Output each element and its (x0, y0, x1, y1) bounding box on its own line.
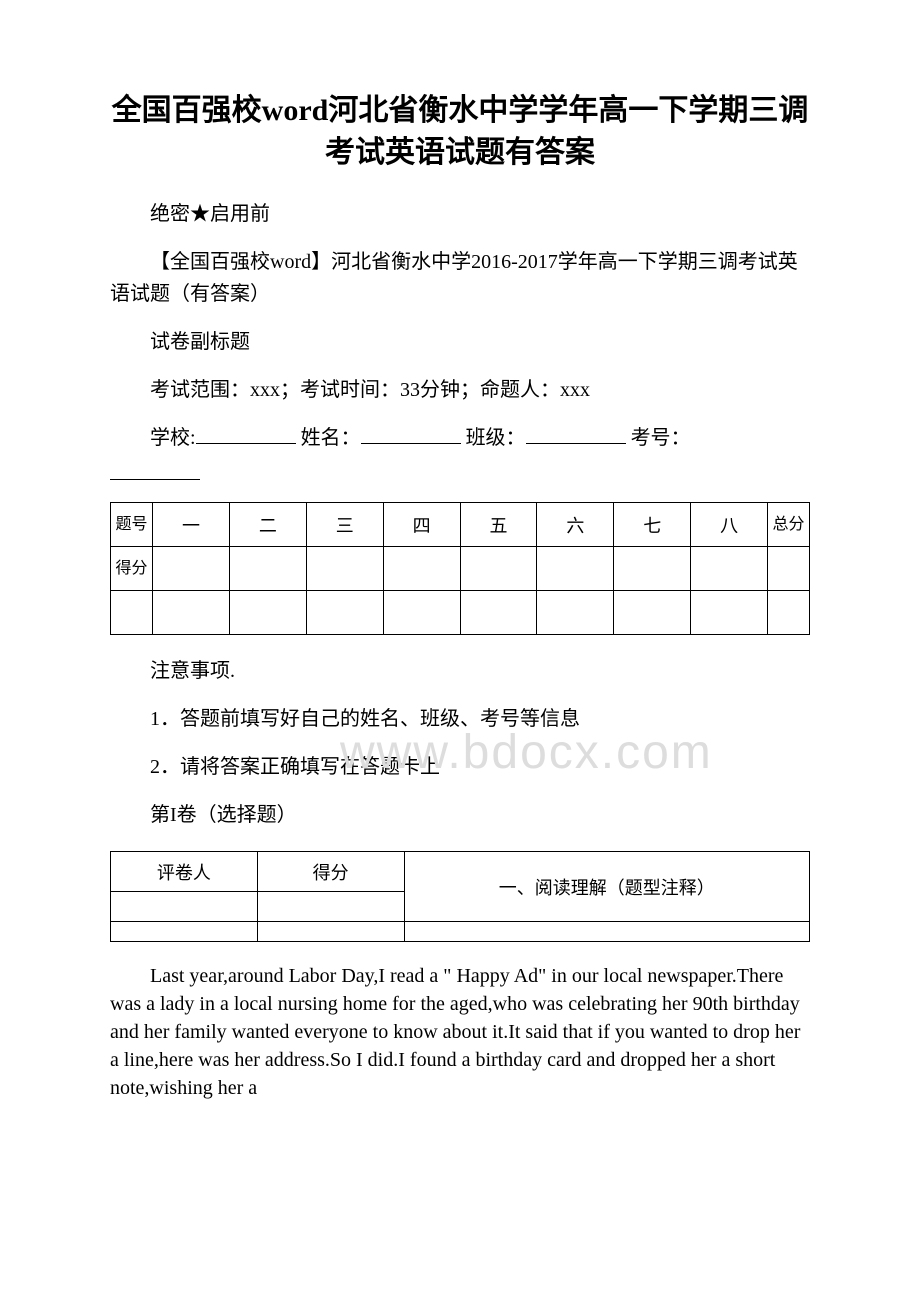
empty-cell (306, 591, 383, 635)
score-cell[interactable] (229, 547, 306, 591)
class-label: 班级： (466, 427, 526, 449)
col-6: 六 (537, 503, 614, 547)
empty-cell (537, 591, 614, 635)
section-label: 第I卷（选择题） (110, 799, 810, 831)
table-row: 题号 一 二 三 四 五 六 七 八 总分 (111, 503, 810, 547)
name-blank[interactable] (361, 422, 461, 444)
table-row (111, 591, 810, 635)
empty-cell (111, 591, 153, 635)
document-title: 全国百强校word河北省衡水中学学年高一下学期三调考试英语试题有答案 (110, 90, 810, 174)
class-blank[interactable] (526, 422, 626, 444)
col-8: 八 (691, 503, 768, 547)
notice-item-1: 1．答题前填写好自己的姓名、班级、考号等信息 (110, 703, 810, 735)
grader-blank[interactable] (111, 892, 258, 922)
school-label: 学校: (150, 427, 196, 449)
score-cell[interactable] (691, 547, 768, 591)
confidential-label: 绝密★启用前 (110, 198, 810, 230)
school-blank[interactable] (196, 422, 296, 444)
empty-cell (257, 922, 404, 942)
score-cell[interactable] (383, 547, 460, 591)
score-cell[interactable] (614, 547, 691, 591)
empty-cell (614, 591, 691, 635)
score-blank[interactable] (257, 892, 404, 922)
name-label: 姓名： (301, 427, 361, 449)
number-blank[interactable] (110, 458, 200, 480)
total-header: 总分 (768, 503, 810, 547)
col-2: 二 (229, 503, 306, 547)
document-subtitle: 【全国百强校word】河北省衡水中学2016-2017学年高一下学期三调考试英语… (110, 246, 810, 310)
empty-cell (404, 922, 809, 942)
col-5: 五 (460, 503, 537, 547)
notice-title: 注意事项. (110, 655, 810, 687)
score-cell[interactable] (306, 547, 383, 591)
number-label: 考号： (631, 427, 691, 449)
grader-table: 评卷人 得分 一、阅读理解（题型注释） (110, 851, 810, 942)
empty-cell (229, 591, 306, 635)
empty-cell (460, 591, 537, 635)
table-row (111, 922, 810, 942)
score-cell[interactable] (153, 547, 230, 591)
score-table: 题号 一 二 三 四 五 六 七 八 总分 得分 (110, 502, 810, 635)
table-row: 评卷人 得分 一、阅读理解（题型注释） (111, 852, 810, 892)
reading-passage: Last year,around Labor Day,I read a " Ha… (110, 962, 810, 1102)
score-header: 得分 (111, 547, 153, 591)
empty-cell (383, 591, 460, 635)
empty-cell (153, 591, 230, 635)
score-header: 得分 (257, 852, 404, 892)
exam-info: 考试范围：xxx；考试时间：33分钟；命题人：xxx (110, 374, 810, 406)
table-row: 得分 (111, 547, 810, 591)
question-number-header: 题号 (111, 503, 153, 547)
total-cell[interactable] (768, 547, 810, 591)
empty-cell (691, 591, 768, 635)
col-3: 三 (306, 503, 383, 547)
grader-header: 评卷人 (111, 852, 258, 892)
col-4: 四 (383, 503, 460, 547)
score-cell[interactable] (537, 547, 614, 591)
section-title-cell: 一、阅读理解（题型注释） (404, 852, 809, 922)
col-1: 一 (153, 503, 230, 547)
empty-cell (768, 591, 810, 635)
subheading: 试卷副标题 (110, 326, 810, 358)
col-7: 七 (614, 503, 691, 547)
empty-cell (111, 922, 258, 942)
score-cell[interactable] (460, 547, 537, 591)
student-info-line: 学校: 姓名： 班级： 考号： (110, 422, 810, 454)
notice-item-2: 2．请将答案正确填写在答题卡上 (110, 751, 810, 783)
